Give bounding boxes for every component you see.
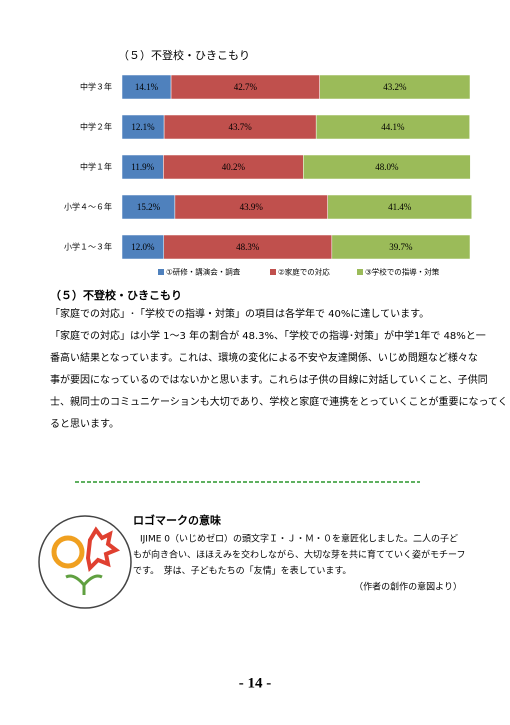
- value-label: 48.0%: [375, 162, 399, 172]
- value-label: 15.2%: [137, 202, 161, 212]
- bar-segment: [121, 194, 176, 220]
- value-label: 39.7%: [389, 242, 413, 252]
- bar-segment: [303, 154, 471, 180]
- bar-segment: [315, 114, 470, 140]
- bar-segment: [331, 234, 471, 260]
- value-label: 44.1%: [381, 122, 405, 132]
- bar-segment: [121, 74, 172, 100]
- bar-segment: [121, 154, 164, 180]
- body-line: 「家庭での対応」･「学校での指導・対策」の項目は各学年で 40%に達しています。: [50, 307, 429, 320]
- value-label: 43.7%: [229, 122, 253, 132]
- bar-segment: [327, 194, 472, 220]
- section-heading: （５）不登校・ひきこもり: [50, 288, 182, 302]
- value-label: 48.3%: [236, 242, 260, 252]
- logo-text: IJIME 0（いじめゼロ）の頭文字Ｉ・Ｊ・Ｍ・０を意匠化しました。二人の子ど …: [133, 533, 465, 593]
- bar-segment: [163, 154, 304, 180]
- legend-label: ①研修・講演会・調査: [166, 267, 241, 277]
- value-label: 43.2%: [383, 82, 407, 92]
- bar-segment: [121, 234, 165, 260]
- category-label: 小学１～３年: [64, 242, 112, 252]
- value-label: 43.9%: [240, 202, 264, 212]
- bar-segment: [170, 74, 320, 100]
- legend-swatch: [270, 269, 276, 275]
- category-label: 中学３年: [80, 82, 112, 92]
- value-label: 41.4%: [388, 202, 412, 212]
- value-label: 40.2%: [222, 162, 246, 172]
- logo: [38, 515, 132, 609]
- legend-label: ②家庭での対応: [278, 267, 330, 277]
- legend-swatch: [357, 269, 363, 275]
- value-label: 12.1%: [131, 122, 155, 132]
- logo-line: IJIME 0（いじめゼロ）の頭文字Ｉ・Ｊ・Ｍ・０を意匠化しました。二人の子ど: [140, 533, 458, 545]
- chart: 中学３年 14.1% 42.7% 43.2% 中学２年 12.1% 43.7% 44.1% 中学…: [64, 74, 472, 277]
- category-label: 小学４～６年: [64, 202, 112, 212]
- value-label: 12.0%: [131, 242, 155, 252]
- category-label: 中学１年: [80, 162, 112, 172]
- body-line: 士、親同士のコミュニケーションも大切であり、学校と家庭で連携をとっていくことが重…: [50, 395, 508, 408]
- legend-swatch: [158, 269, 164, 275]
- body-line: ると思います。: [50, 418, 119, 430]
- chart-title: （５）不登校・ひきこもり: [118, 48, 250, 62]
- value-label: 11.9%: [131, 162, 154, 172]
- value-label: 14.1%: [135, 82, 159, 92]
- bar-segment: [163, 234, 333, 260]
- body-line: 「家庭での対応」は小学 1～3 年の割合が 48.3%、「学校での指導･対策」が…: [50, 329, 486, 342]
- bar-segment: [319, 74, 471, 100]
- bar-segment: [163, 114, 317, 140]
- section-body: 「家庭での対応」･「学校での指導・対策」の項目は各学年で 40%に達しています。…: [50, 307, 508, 430]
- logo-line: です。 芽は、子どもたちの「友情」を表しています。: [133, 565, 351, 577]
- logo-title: ロゴマークの意味: [133, 513, 221, 527]
- body-line: 番高い結果となっています。これは、環境の変化による不安や友達関係、いじめ問題など…: [50, 351, 478, 364]
- category-label: 中学２年: [80, 122, 112, 132]
- logo-credit: （作者の創作の意図より）: [354, 581, 462, 593]
- logo-line: もが向き合い、ほほえみを交わしながら、大切な芽を共に育てていく姿がモチーフ: [133, 549, 465, 561]
- page-number: - 14 -: [239, 675, 272, 691]
- legend-label: ③学校での指導・対策: [365, 267, 440, 277]
- body-line: 事が要因になっているのではないかと思います。これらは子供の目線に対話していくこと…: [50, 373, 488, 386]
- value-label: 42.7%: [234, 82, 258, 92]
